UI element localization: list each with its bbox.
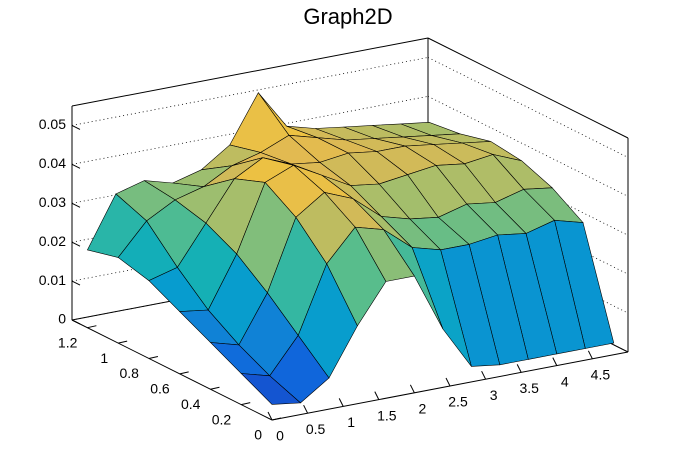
- x-tick-label: 0.5: [306, 421, 326, 437]
- x-tick: [409, 384, 415, 394]
- z-tick: [71, 241, 81, 247]
- z-tick: [71, 280, 81, 286]
- y-tick: [87, 325, 97, 329]
- x-tick: [338, 398, 344, 407]
- y-tick-label: 1: [100, 350, 108, 366]
- x-tick: [587, 350, 593, 360]
- z-tick-label: 0: [58, 311, 66, 327]
- y-tick-label: 0.2: [212, 411, 232, 427]
- y-tick-label: 0.6: [150, 381, 170, 397]
- grid-line: [71, 95, 429, 165]
- x-tick: [516, 364, 522, 373]
- x-tick: [552, 357, 558, 366]
- x-tick-label: 2.5: [448, 394, 468, 410]
- z-tick-label: 0.05: [39, 116, 66, 132]
- chart-title: Graph2D: [303, 4, 392, 29]
- x-tick: [374, 391, 380, 400]
- x-tick: [267, 411, 273, 421]
- grid-line: [71, 251, 429, 321]
- frame-line: [427, 37, 629, 139]
- z-tick-label: 0.02: [39, 233, 66, 249]
- x-tick-label: 4.5: [591, 367, 611, 383]
- y-tick: [148, 355, 159, 359]
- z-tick-label: 0.01: [39, 272, 66, 288]
- y-tick: [241, 402, 251, 406]
- x-tick-label: 4: [561, 373, 569, 389]
- grid-line: [71, 212, 429, 282]
- grid-line: [71, 57, 429, 126]
- x-tick-label: 0: [276, 428, 284, 444]
- y-tick: [210, 386, 220, 390]
- z-tick: [71, 163, 81, 169]
- z-tick: [71, 202, 81, 208]
- x-tick-label: 3.5: [519, 380, 539, 396]
- y-tick-label: 0.4: [181, 396, 201, 412]
- y-tick-label: 1.2: [58, 334, 78, 350]
- x-tick-label: 1: [347, 414, 355, 430]
- y-tick: [179, 371, 189, 375]
- z-tick: [71, 125, 81, 130]
- x-tick-label: 2: [419, 401, 427, 417]
- y-tick-label: 0: [254, 427, 262, 443]
- frame-line: [71, 37, 429, 107]
- z-tick-label: 0.03: [39, 194, 66, 210]
- y-tick: [271, 417, 282, 421]
- x-tick: [445, 377, 451, 387]
- z-tick-label: 0.04: [39, 155, 66, 171]
- y-tick-label: 0.8: [119, 365, 139, 381]
- x-tick: [303, 404, 309, 414]
- y-axis: [71, 319, 273, 421]
- y-tick: [118, 340, 128, 344]
- x-tick-label: 3: [490, 387, 498, 403]
- x-tick-label: 1.5: [377, 407, 397, 423]
- surface-cell: [240, 373, 302, 405]
- x-tick: [481, 370, 487, 380]
